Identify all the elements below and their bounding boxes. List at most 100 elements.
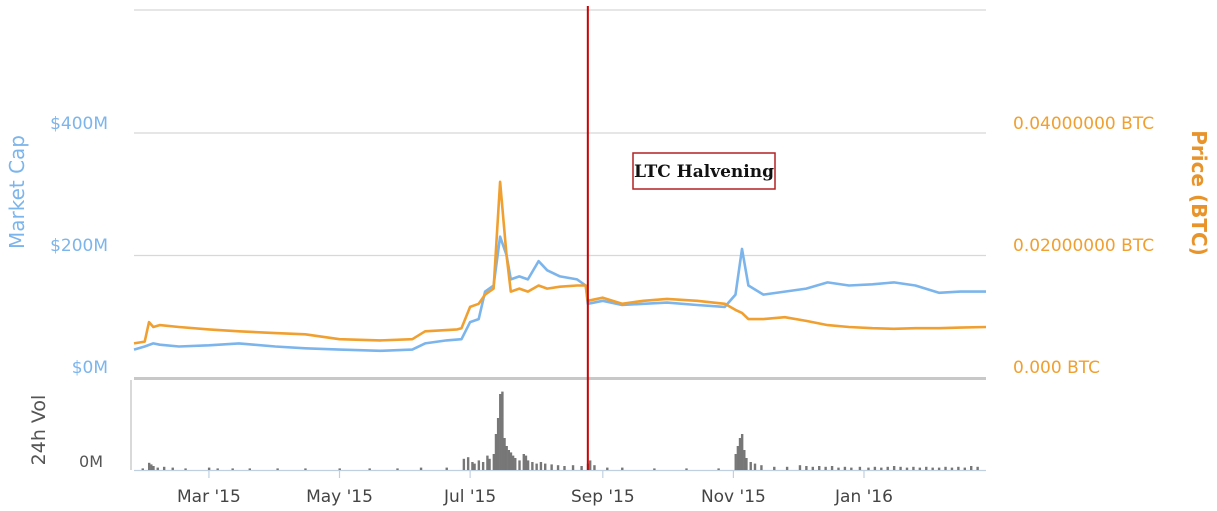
volume-tick-label: 0M (79, 452, 103, 471)
volume-bar (580, 466, 583, 470)
volume-bar (544, 463, 547, 470)
volume-bar (248, 468, 251, 470)
volume-bar (503, 438, 506, 470)
halvening-label-box (632, 152, 776, 190)
volume-bar (805, 466, 808, 470)
volume-bar (736, 446, 740, 470)
volume-bar (867, 467, 870, 470)
volume-bar (162, 466, 166, 470)
right-axis-ticks: 0.000 BTC 0.02000000 BTC 0.04000000 BTC (1013, 114, 1154, 378)
volume-bar (944, 466, 947, 470)
volume-bar (824, 466, 827, 470)
left-tick-label: $400M (50, 114, 108, 134)
volume-bar (653, 468, 656, 470)
volume-bar (494, 434, 498, 470)
volume-bar (184, 468, 187, 470)
volume-bar (152, 466, 155, 470)
volume-bar (563, 466, 566, 470)
volume-bar (492, 454, 496, 470)
volume-bar (745, 458, 748, 470)
volume-bar (606, 467, 609, 470)
volume-bar (539, 462, 543, 470)
volume-bar (925, 466, 928, 470)
volume-bar (535, 463, 538, 470)
volume-bar (501, 391, 504, 470)
series-lines (133, 180, 987, 353)
x-tick-label: Nov '15 (701, 487, 766, 507)
x-tick-label: May '15 (306, 487, 373, 507)
volume-bar (918, 467, 922, 470)
volume-bar (880, 467, 883, 470)
volume-axis-title: 24h Vol (28, 395, 50, 466)
volume-bar (550, 464, 553, 470)
volume-bar (496, 418, 500, 470)
x-tick-label: Sep '15 (571, 487, 635, 507)
volume-axis: 0M (79, 380, 986, 472)
volume-bar (486, 455, 489, 470)
volume-bar (462, 458, 466, 470)
volume-bar (477, 460, 481, 470)
volume-bar (488, 458, 491, 470)
volume-bar (593, 465, 596, 470)
pane-separator (134, 377, 986, 380)
volume-bar (150, 464, 153, 470)
left-axis-ticks: $0M $200M $400M (50, 114, 108, 378)
volume-bar (526, 460, 530, 470)
volume-bar (207, 467, 211, 470)
volume-bar (505, 446, 508, 470)
volume-bar (419, 467, 423, 470)
gridlines (134, 9, 986, 380)
volume-bar (141, 468, 144, 470)
right-tick-label: 0.04000000 BTC (1013, 114, 1154, 134)
volume-bar (471, 462, 474, 470)
volume-bar (963, 467, 966, 470)
volume-bar (276, 468, 279, 470)
volume-bar (368, 468, 371, 470)
right-tick-label: 0.000 BTC (1013, 358, 1100, 378)
volume-bar (850, 467, 853, 470)
left-tick-label: $0M (72, 358, 108, 378)
volume-bar (753, 463, 757, 470)
volume-bar (509, 452, 513, 470)
volume-bar (499, 394, 502, 470)
volume-bar (749, 462, 752, 470)
volume-bar (773, 466, 776, 470)
right-tick-label: 0.02000000 BTC (1013, 236, 1154, 256)
volume-bar (524, 455, 528, 470)
halvening-label: LTC Halvening (634, 162, 774, 182)
volume-bar (830, 466, 834, 470)
volume-bar (685, 468, 688, 470)
volume-bar (481, 462, 485, 470)
volume-bar (892, 466, 896, 470)
volume-bar (785, 466, 789, 470)
volume-bar (171, 467, 174, 470)
volume-bar (760, 465, 763, 470)
volume-bar (514, 458, 517, 470)
volume-bar (588, 460, 592, 470)
volume-bar (912, 466, 915, 470)
volume-bar (734, 454, 737, 470)
volume-bar (740, 434, 744, 470)
volume-bar (798, 465, 802, 470)
volume-bars (141, 391, 979, 470)
volume-bar (717, 468, 720, 470)
x-tick-label: Mar '15 (177, 487, 241, 507)
volume-bar (811, 466, 815, 470)
volume-bar (147, 462, 151, 470)
halvening-annotation: LTC Halvening (586, 6, 776, 470)
volume-bar (899, 466, 902, 470)
volume-bar (858, 466, 862, 470)
x-tick-label: Jul '15 (443, 487, 496, 507)
volume-bar (522, 454, 526, 470)
volume-bar (473, 463, 476, 470)
volume-bar (216, 468, 219, 470)
volume-bar (445, 467, 448, 470)
volume-bar (518, 460, 521, 470)
volume-bar (738, 438, 742, 470)
volume-bar (621, 467, 624, 470)
volume-bar (743, 450, 746, 470)
volume-bar (957, 466, 960, 470)
volume-bar (970, 466, 973, 470)
volume-bar (818, 466, 821, 470)
